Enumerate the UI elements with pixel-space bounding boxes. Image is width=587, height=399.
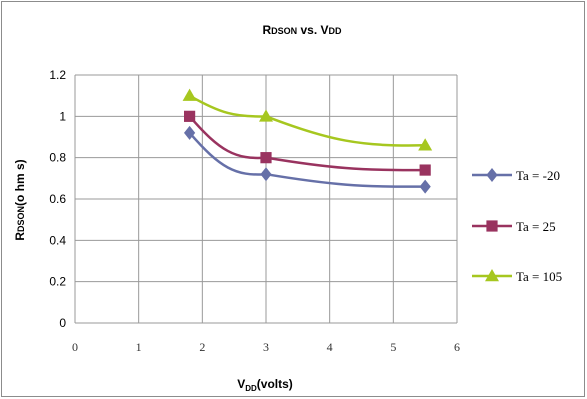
legend: Ta = -20 Ta = 25 Ta = 105 <box>472 168 562 284</box>
data-point <box>182 88 197 101</box>
series-line-1 <box>188 115 426 172</box>
data-point <box>419 164 431 176</box>
legend-label: Ta = 105 <box>516 269 562 284</box>
data-point <box>418 138 433 151</box>
y-tick-label: 0 <box>59 316 66 330</box>
legend-marker-1 <box>486 220 498 232</box>
x-tick-label: 5 <box>390 340 396 354</box>
series-lines <box>182 88 433 194</box>
y-axis-title: RDSON(o hm s) <box>13 159 27 240</box>
series-line-2 <box>188 94 426 147</box>
data-point <box>260 152 272 164</box>
title-r: R <box>262 23 271 37</box>
x-tick-label: 4 <box>327 340 333 354</box>
x-tick-labels: 0 1 2 3 4 5 6 <box>72 340 460 354</box>
x-tick-label: 3 <box>263 340 269 354</box>
y-tick-label: 1.2 <box>49 68 66 82</box>
y-tick-label: 0.2 <box>49 275 66 289</box>
y-tick-label: 0.8 <box>49 151 66 165</box>
legend-label: Ta = -20 <box>516 168 560 183</box>
legend-marker-0 <box>486 168 498 182</box>
chart-title: RDSON vs. VDD <box>262 23 342 37</box>
series-line-0 <box>188 132 426 188</box>
x-tick-label: 0 <box>72 340 78 354</box>
xlabel-dd: DD <box>245 384 257 393</box>
xlabel-rest: (volts) <box>257 377 293 391</box>
data-point <box>260 167 272 182</box>
legend-marker-2 <box>485 269 499 282</box>
data-point <box>259 109 273 122</box>
legend-label: Ta = 25 <box>516 219 556 234</box>
data-point <box>184 110 196 122</box>
ylabel-rest: (o hm s) <box>13 159 27 206</box>
title-dson: DSON <box>271 26 297 36</box>
y-tick-label: 0.4 <box>49 233 66 247</box>
data-point <box>184 125 196 140</box>
xlabel-v: V <box>237 377 245 391</box>
x-tick-label: 6 <box>454 340 460 354</box>
y-tick-label: 1 <box>59 109 66 123</box>
ylabel-dson: DSON <box>16 206 26 232</box>
y-tick-labels: 0 0.2 0.4 0.6 0.8 1 1.2 <box>49 68 66 330</box>
title-vs: vs. V <box>297 23 328 37</box>
x-axis-title: VDD(volts) <box>237 377 293 393</box>
title-dd: DD <box>329 26 342 36</box>
y-tick-label: 0.6 <box>49 192 66 206</box>
ylabel-r: R <box>13 232 27 241</box>
data-point <box>419 179 431 194</box>
x-tick-label: 1 <box>136 340 142 354</box>
x-tick-label: 2 <box>199 340 205 354</box>
